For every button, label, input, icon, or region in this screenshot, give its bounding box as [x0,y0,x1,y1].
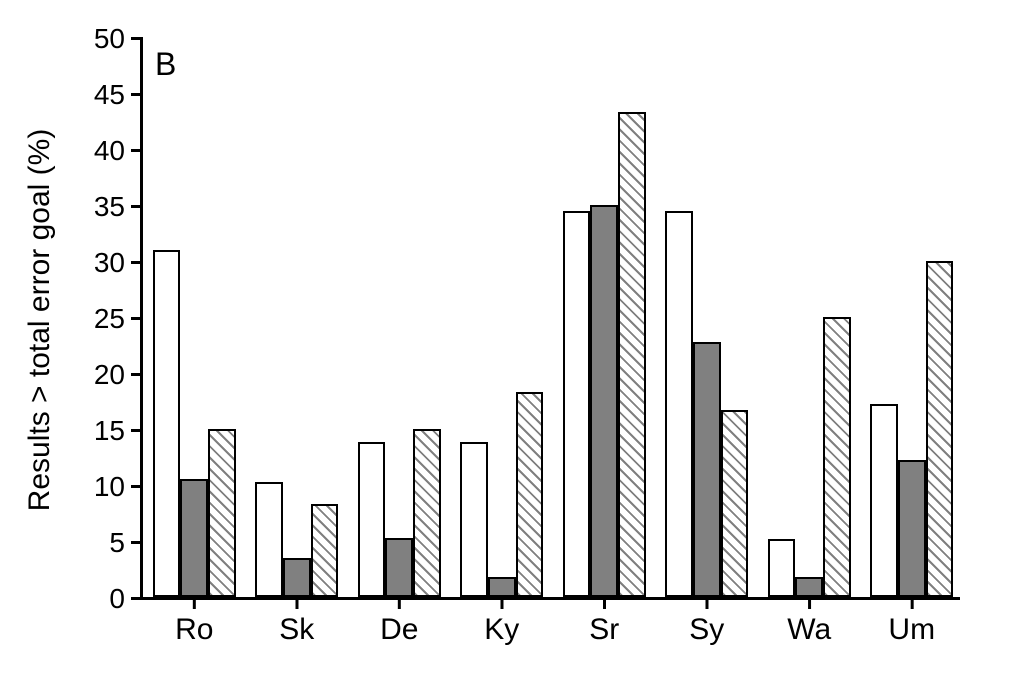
y-tick-mark [131,429,143,432]
y-tick-mark [131,205,143,208]
hatch-fill [723,412,747,595]
bar-series-a [768,539,796,597]
bar-series-a [358,442,386,597]
bar-series-a [665,211,693,597]
bar-series-b [898,460,926,597]
x-tick-mark [500,597,503,609]
bar-series-b [693,342,721,597]
y-tick: 30 [85,247,143,279]
bar-series-a [153,250,181,597]
y-tick-mark [131,541,143,544]
bar-series-c [823,317,851,597]
y-tick: 40 [85,135,143,167]
y-tick-label: 45 [85,79,125,111]
x-tick: De [380,597,418,647]
x-tick-label: De [380,613,418,646]
y-tick-label: 0 [85,583,125,615]
y-tick-label: 20 [85,359,125,391]
x-tick-mark [295,597,298,609]
hatch-fill [825,319,849,595]
y-tick-mark [131,93,143,96]
x-tick: Sy [689,597,724,647]
y-tick-mark [131,149,143,152]
hatch-fill [415,431,439,595]
y-tick: 0 [85,583,143,615]
y-tick-mark [131,261,143,264]
y-tick: 20 [85,359,143,391]
bar-series-a [255,482,283,597]
x-tick: Ky [484,597,519,647]
x-tick-mark [603,597,606,609]
plot-area: B 05101520253035404550RoSkDeKySrSyWaUm [140,40,960,600]
x-tick: Um [888,597,935,647]
bar-series-a [460,442,488,597]
y-tick: 35 [85,191,143,223]
bar-series-c [413,429,441,597]
x-tick-mark [705,597,708,609]
y-tick: 25 [85,303,143,335]
y-tick-mark [131,317,143,320]
hatch-fill [928,263,952,595]
hatch-fill [620,114,644,595]
hatch-fill [210,431,234,595]
bar-series-c [311,504,339,597]
x-tick-label: Sy [689,613,724,646]
x-tick-mark [910,597,913,609]
x-tick-mark [808,597,811,609]
y-axis-label: Results > total error goal (%) [23,129,57,512]
y-tick-mark [131,37,143,40]
y-tick-label: 50 [85,23,125,55]
x-tick: Sr [589,597,619,647]
x-tick-label: Um [888,613,935,646]
bar-series-a [870,404,898,597]
x-tick: Ro [175,597,213,647]
x-tick-label: Wa [787,613,831,646]
bar-series-c [926,261,954,597]
x-tick-label: Ky [484,613,519,646]
y-tick-label: 25 [85,303,125,335]
y-tick: 5 [85,527,143,559]
y-tick-mark [131,373,143,376]
y-tick: 45 [85,79,143,111]
y-tick-label: 40 [85,135,125,167]
bar-series-c [618,112,646,597]
x-tick-mark [398,597,401,609]
y-tick-label: 15 [85,415,125,447]
x-tick-label: Sr [589,613,619,646]
bar-series-c [516,392,544,597]
x-tick: Sk [279,597,314,647]
bar-series-b [283,558,311,597]
bar-series-b [795,577,823,597]
panel-label: B [155,46,176,83]
bar-series-b [488,577,516,597]
bar-series-c [721,410,749,597]
hatch-fill [313,506,337,595]
bar-series-b [180,479,208,597]
x-tick-label: Ro [175,613,213,646]
x-tick: Wa [787,597,831,647]
y-tick-mark [131,597,143,600]
bar-series-b [385,538,413,597]
y-tick: 50 [85,23,143,55]
bar-series-c [208,429,236,597]
y-tick-label: 30 [85,247,125,279]
y-tick-label: 35 [85,191,125,223]
bar-series-a [563,211,591,597]
y-tick-mark [131,485,143,488]
x-tick-label: Sk [279,613,314,646]
hatch-fill [518,394,542,595]
y-tick: 10 [85,471,143,503]
bar-series-b [590,205,618,597]
y-tick: 15 [85,415,143,447]
chart-container: B 05101520253035404550RoSkDeKySrSyWaUm R… [0,0,1024,700]
x-tick-mark [193,597,196,609]
y-tick-label: 5 [85,527,125,559]
y-tick-label: 10 [85,471,125,503]
